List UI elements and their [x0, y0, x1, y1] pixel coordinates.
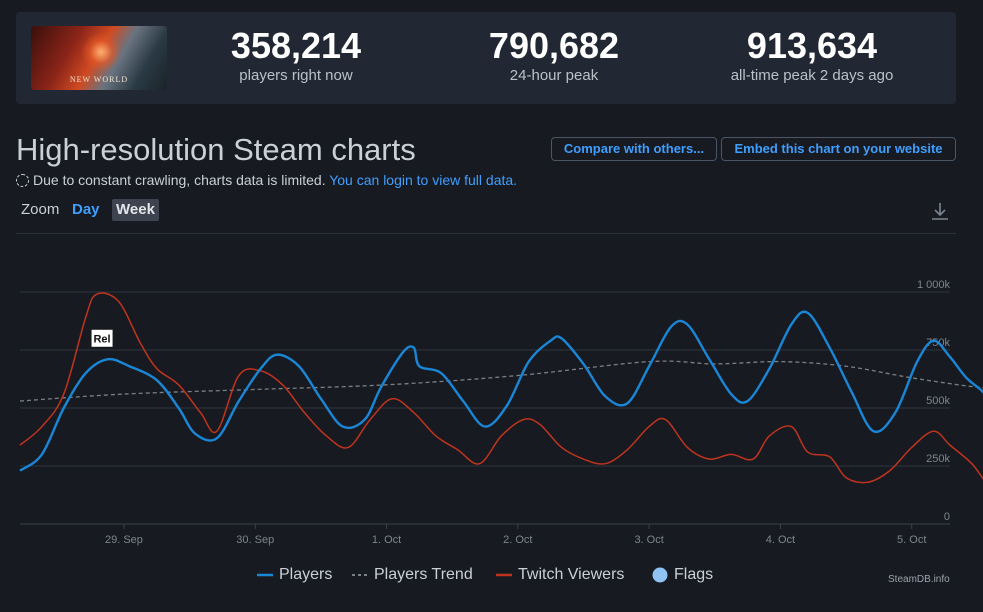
x-axis-ticks: 29. Sep 30. Sep 1. Oct 2. Oct 3. Oct 4. Oct 5.…: [105, 524, 926, 546]
legend-players-swatch: [257, 573, 273, 577]
zoom-week-button[interactable]: Week: [112, 199, 159, 221]
legend-flags-label: Flags: [674, 566, 714, 583]
legend-flags[interactable]: Flags: [652, 563, 713, 587]
x-tick-label: 2. Oct: [503, 534, 532, 546]
legend-trend[interactable]: Players Trend: [352, 563, 473, 587]
game-logo-text: NEW WORLD: [69, 75, 129, 84]
legend-twitch[interactable]: Twitch Viewers: [496, 563, 624, 587]
legend-trend-label: Players Trend: [374, 566, 473, 583]
login-link[interactable]: You can login to view full data.: [329, 172, 518, 188]
legend-twitch-label: Twitch Viewers: [518, 566, 625, 583]
legend-players[interactable]: Players: [257, 563, 332, 587]
data-limit-notice: Due to constant crawling, charts data is…: [16, 171, 517, 189]
chart-series: [19, 292, 983, 484]
twitch-viewers-line: [19, 292, 983, 484]
all-time-peak-label: all-time peak 2 days ago: [730, 67, 894, 84]
players-series-line: [19, 310, 983, 472]
embed-button[interactable]: Embed this chart on your website: [721, 137, 956, 161]
compare-button[interactable]: Compare with others...: [551, 137, 717, 161]
chart-legend: Players Players Trend Twitch Viewers Fla…: [0, 563, 983, 587]
dashed-circle-icon: [16, 174, 29, 187]
chart-flags[interactable]: Rel: [90, 328, 114, 348]
legend-players-label: Players: [279, 566, 333, 583]
peak-24h-value: 790,682: [488, 25, 620, 66]
notice-text: Due to constant crawling, charts data is…: [33, 172, 326, 188]
x-tick-label: 29. Sep: [105, 534, 143, 546]
download-icon[interactable]: [929, 200, 951, 222]
x-tick-label: 30. Sep: [236, 534, 274, 546]
y-tick-label: 500k: [926, 395, 950, 407]
game-thumbnail[interactable]: NEW WORLD: [31, 26, 167, 90]
players-now-label: players right now: [239, 67, 353, 84]
y-tick-label: 250k: [926, 453, 950, 465]
y-tick-label: 1 000k: [917, 279, 951, 291]
y-tick-label: 0: [944, 511, 950, 523]
stat-players-now: 358,214 players right now: [176, 26, 416, 86]
legend-flags-swatch: [652, 567, 668, 583]
all-time-peak-value: 913,634: [746, 25, 878, 66]
legend-twitch-swatch: [496, 573, 512, 577]
stat-24h-peak: 790,682 24-hour peak: [434, 26, 674, 86]
x-tick-label: 5. Oct: [897, 534, 926, 546]
flag-marker[interactable]: [90, 328, 114, 348]
chart-grid: [20, 291, 950, 525]
zoom-label: Zoom: [21, 201, 60, 218]
flag-label: Rel: [93, 333, 110, 345]
thumbnail-glow: [81, 32, 121, 72]
page-title: High-resolution Steam charts: [16, 132, 416, 167]
credit: SteamDB.info: [888, 574, 950, 585]
stat-all-time-peak: 913,634 all-time peak 2 days ago: [692, 26, 932, 86]
x-tick-label: 4. Oct: [766, 534, 795, 546]
divider: [16, 233, 956, 234]
peak-24h-label: 24-hour peak: [509, 67, 599, 84]
zoom-day-button[interactable]: Day: [72, 201, 100, 218]
x-tick-label: 3. Oct: [634, 534, 663, 546]
legend-trend-swatch: [352, 573, 368, 576]
x-tick-label: 1. Oct: [372, 534, 401, 546]
players-now-value: 358,214: [230, 25, 362, 66]
stats-bar: NEW WORLD 358,214 players right now 790,…: [16, 12, 956, 104]
